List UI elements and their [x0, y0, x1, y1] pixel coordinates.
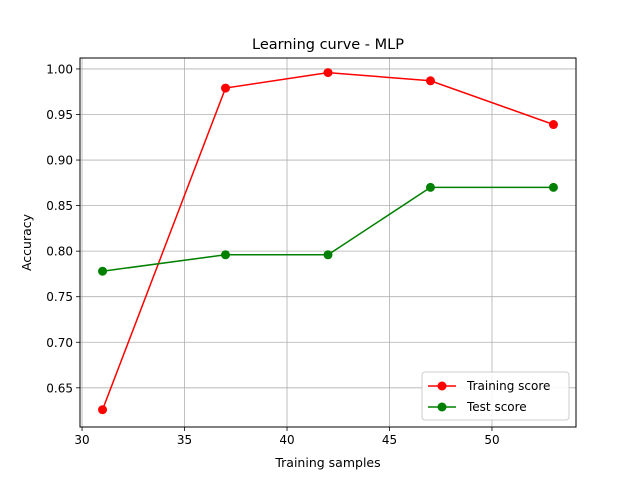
plot-frame — [79, 57, 577, 428]
data-point-training — [323, 68, 333, 78]
y-tick-label: 0.95 — [46, 108, 73, 122]
data-point-test — [98, 266, 108, 276]
legend-label-training: Training score — [466, 379, 550, 393]
legend-box — [421, 371, 570, 421]
x-tick-label: 35 — [177, 433, 192, 447]
y-tick-label: 1.00 — [46, 62, 73, 76]
y-axis-label: Accuracy — [19, 213, 34, 271]
legend-marker-test — [437, 402, 447, 412]
x-tick-label: 45 — [382, 433, 397, 447]
data-point-training — [548, 120, 558, 130]
y-tick-label: 0.75 — [46, 290, 73, 304]
x-tick-label: 30 — [74, 433, 89, 447]
chart-title: Learning curve - MLP — [252, 37, 404, 53]
y-tick-label: 0.65 — [46, 381, 73, 395]
series-lines — [98, 68, 558, 415]
y-tick-label: 0.85 — [46, 199, 73, 213]
data-point-training — [221, 83, 231, 93]
axis-ticks: 30 35 40 45 50 0.65 0.70 0.75 0.80 0.85 0.90 0.95 1.… — [46, 62, 499, 447]
y-tick-label: 0.90 — [46, 154, 73, 168]
data-point-test — [221, 250, 231, 260]
data-point-training — [425, 76, 435, 86]
data-point-test — [323, 250, 333, 260]
x-axis-label: Training samples — [274, 455, 380, 470]
y-tick-label: 0.70 — [46, 336, 73, 350]
legend-label-test: Test score — [466, 400, 527, 414]
data-point-training — [98, 405, 108, 415]
data-point-test — [548, 182, 558, 192]
y-tick-label: 0.80 — [46, 245, 73, 259]
x-tick-label: 50 — [484, 433, 499, 447]
data-point-test — [425, 182, 435, 192]
legend: Training score Test score — [421, 371, 570, 421]
x-tick-label: 40 — [279, 433, 294, 447]
legend-marker-training — [437, 381, 447, 391]
